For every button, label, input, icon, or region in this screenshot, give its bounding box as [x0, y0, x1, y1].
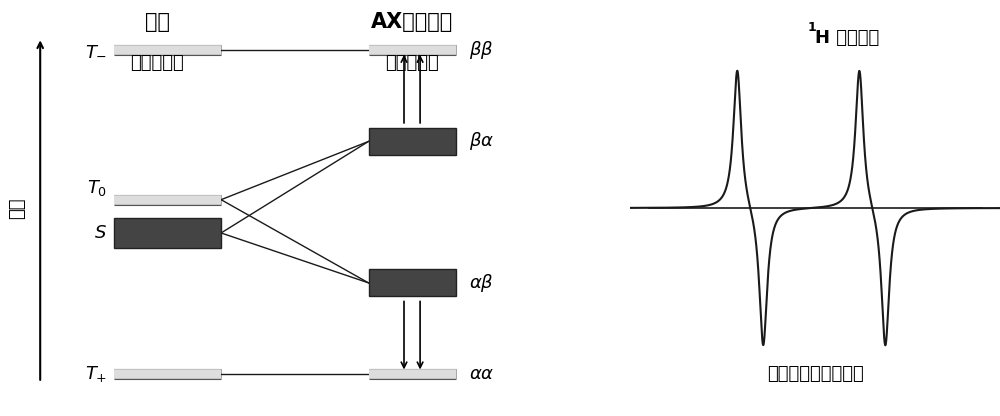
- Text: 1: 1: [808, 21, 816, 34]
- Bar: [114, 218, 221, 248]
- Text: （高磁场）: （高磁场）: [131, 54, 184, 72]
- Text: $\alpha\alpha$: $\alpha\alpha$: [469, 365, 494, 384]
- Text: 原位高磁场极化方法: 原位高磁场极化方法: [767, 365, 863, 383]
- Text: $S$: $S$: [94, 224, 107, 242]
- Text: 仲氢: 仲氢: [145, 12, 170, 32]
- Text: $\beta\alpha$: $\beta\alpha$: [469, 131, 494, 152]
- Text: 能量: 能量: [8, 197, 26, 219]
- Text: $T_{+}$: $T_{+}$: [85, 364, 107, 384]
- Text: $T_{-}$: $T_{-}$: [85, 41, 107, 59]
- Text: $\beta\beta$: $\beta\beta$: [469, 39, 493, 61]
- Bar: [369, 128, 456, 155]
- Bar: [369, 270, 456, 296]
- Text: $\alpha\beta$: $\alpha\beta$: [469, 272, 494, 294]
- Text: H 核磁信号: H 核磁信号: [815, 29, 879, 47]
- Text: （高磁场）: （高磁场）: [385, 54, 439, 72]
- Text: AX自旋系统: AX自旋系统: [371, 12, 453, 32]
- Text: $T_{0}$: $T_{0}$: [87, 178, 107, 198]
